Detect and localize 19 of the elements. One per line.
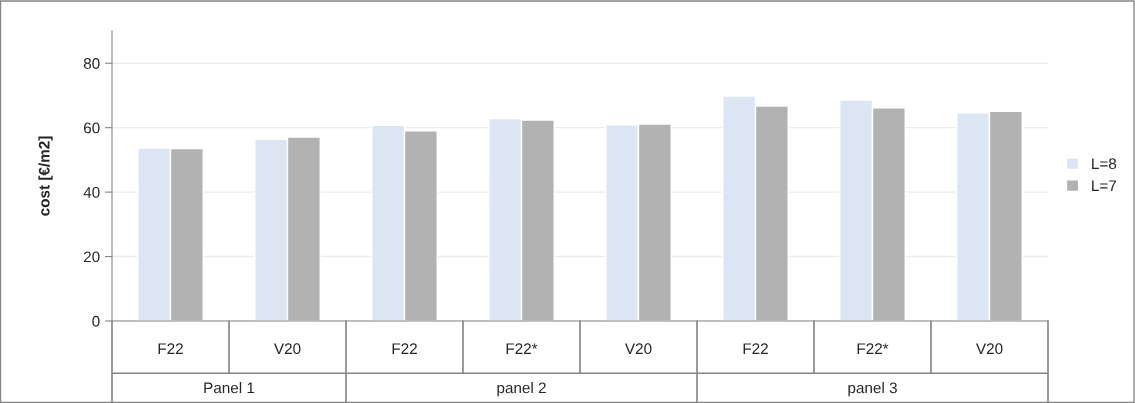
x-tick-label: F22*	[857, 343, 889, 354]
y-tick-label: 60	[83, 122, 100, 134]
y-axis-title: cost [€/m2]	[38, 136, 53, 216]
x-tick-label: V20	[624, 343, 652, 355]
x-tick-label: F22	[158, 343, 183, 354]
text: panel 3	[848, 382, 897, 397]
text: Panel 1	[204, 382, 255, 394]
legend-label: L=8	[1092, 158, 1117, 170]
y-tick-label: 40	[83, 186, 100, 198]
x-tick-label: V20	[975, 343, 1003, 355]
x-tick-label: F22	[392, 343, 417, 354]
y-tick-label: 80	[83, 58, 100, 69]
text: panel 2	[497, 382, 546, 397]
legend-label: L=7	[1092, 180, 1117, 191]
x-tick-label: F22	[743, 343, 768, 354]
y-tick-label: 20	[83, 251, 100, 263]
x-tick-label: F22*	[506, 343, 538, 354]
y-tick-label: 0	[92, 315, 100, 327]
x-tick-label: V20	[273, 343, 301, 355]
